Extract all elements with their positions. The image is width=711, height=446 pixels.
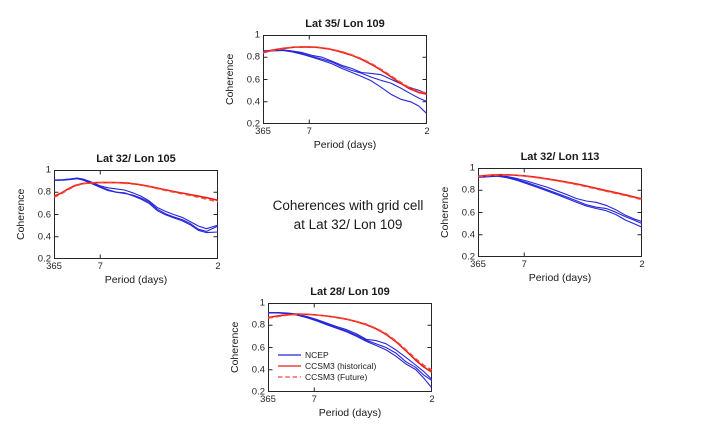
series-ccsm3-historical	[54, 181, 218, 202]
x-tick-labels: 365 7 2	[260, 394, 435, 405]
legend-line-sample	[278, 354, 301, 356]
plot-title: Lat 32/ Lon 105	[96, 153, 176, 165]
plot-axes	[263, 35, 427, 124]
plot-axes	[478, 168, 642, 257]
y-tick-labels: 0.2 0.4 0.6 0.8 1	[449, 163, 475, 263]
plot-title: Lat 32/ Lon 113	[520, 151, 600, 163]
y-tick-label: 0.8	[461, 184, 475, 196]
x-tick-label: 2	[215, 261, 221, 272]
x-tick-label: 2	[429, 394, 435, 405]
legend-row: CCSM3 (Future)	[278, 372, 376, 383]
x-tick-label: 2	[639, 259, 645, 270]
y-tick-label: 1	[254, 29, 260, 41]
x-axis-label: Period (days)	[313, 139, 377, 151]
x-tick-label: 7	[97, 261, 103, 272]
y-tick-label: 0.4	[246, 96, 260, 108]
y-tick-label: 0.8	[246, 51, 260, 63]
y-tick-label: 0.8	[37, 186, 51, 198]
series-ncep	[478, 175, 642, 228]
x-axis-label: Period (days)	[104, 274, 168, 286]
plot-lat28-lon109: Lat 28/ Lon 109 Coherence NCEP CCSM3 (his…	[229, 286, 435, 419]
x-tick-label: 2	[424, 126, 430, 137]
plot-lat35-lon109: Lat 35/ Lon 109 Coherence 0.2 0.4 0.6 0.8 1 …	[224, 18, 430, 151]
series-ncep	[263, 49, 427, 95]
series-ncep	[478, 175, 642, 223]
y-tick-label: 0.6	[251, 342, 265, 353]
x-axis-label: Period (days)	[528, 272, 592, 284]
y-tick-label: 0.2	[461, 251, 475, 263]
axes-box	[478, 168, 642, 257]
legend-row: NCEP	[278, 349, 376, 360]
x-tick-labels: 365 7 2	[470, 259, 645, 270]
y-tick-label: 1	[259, 297, 265, 309]
legend: NCEP CCSM3 (historical) CCSM3 (Future)	[278, 349, 376, 383]
series-ccsm3-future	[478, 174, 642, 201]
y-tick-label: 0.2	[37, 253, 51, 265]
legend-line-sample	[278, 376, 301, 379]
y-tick-label: 0.6	[461, 207, 475, 218]
legend-row: CCSM3 (historical)	[278, 360, 376, 371]
y-tick-label: 0.2	[251, 386, 265, 398]
x-axis-label: Period (days)	[318, 407, 382, 419]
legend-line-sample	[278, 365, 301, 367]
series-ncep	[263, 49, 427, 115]
y-tick-label: 1	[469, 162, 475, 174]
y-tick-labels: 0.2 0.4 0.6 0.8 1	[239, 298, 265, 398]
x-tick-label: 365	[46, 261, 62, 272]
plot-title: Lat 28/ Lon 109	[310, 286, 390, 298]
legend-label: CCSM3 (Future)	[305, 372, 368, 383]
series-ccsm3-historical	[263, 46, 427, 95]
legend-label: CCSM3 (historical)	[305, 361, 377, 372]
axes-box	[268, 303, 432, 392]
y-tick-labels: 0.2 0.4 0.6 0.8 1	[234, 30, 260, 130]
series-ccsm3-future	[263, 46, 427, 94]
y-tick-label: 0.8	[251, 319, 265, 331]
y-tick-label: 0.6	[246, 74, 260, 85]
plot-lat32-lon105: Lat 32/ Lon 105 Coherence 0.2 0.4 0.6 0.8 1 …	[15, 153, 221, 286]
series-ccsm3-future	[268, 313, 432, 371]
figure-annotation: Coherences with grid cell at Lat 32/ Lon…	[248, 197, 448, 234]
legend-label: NCEP	[305, 349, 329, 360]
y-tick-label: 0.4	[461, 229, 475, 241]
y-tick-label: 0.2	[246, 118, 260, 130]
series-ncep	[263, 49, 427, 103]
annotation-line-2: at Lat 32/ Lon 109	[293, 216, 403, 232]
x-tick-labels: 365 7 2	[255, 126, 430, 137]
plot-title: Lat 35/ Lon 109	[305, 18, 385, 30]
series-ncep	[478, 175, 642, 225]
axes-box	[54, 170, 218, 259]
x-tick-label: 7	[306, 126, 312, 137]
x-tick-label: 365	[260, 394, 276, 405]
x-tick-labels: 365 7 2	[46, 261, 221, 272]
y-tick-label: 1	[45, 164, 51, 176]
axes-box	[263, 35, 427, 124]
y-tick-label: 0.4	[37, 231, 51, 243]
x-tick-label: 7	[311, 394, 317, 405]
x-tick-label: 365	[470, 259, 486, 270]
series-ccsm3-future	[54, 181, 218, 203]
plot-axes	[268, 303, 432, 392]
plot-axes	[54, 170, 218, 259]
series-ncep	[54, 178, 218, 234]
annotation-line-1: Coherences with grid cell	[272, 198, 424, 213]
y-tick-labels: 0.2 0.4 0.6 0.8 1	[25, 165, 51, 265]
plot-lat32-lon113: Lat 32/ Lon 113 Coherence 0.2 0.4 0.6 0.8 1 …	[439, 151, 645, 284]
y-tick-label: 0.4	[251, 364, 265, 376]
x-tick-label: 7	[521, 259, 527, 270]
y-tick-label: 0.6	[37, 209, 51, 220]
x-tick-label: 365	[255, 126, 271, 137]
